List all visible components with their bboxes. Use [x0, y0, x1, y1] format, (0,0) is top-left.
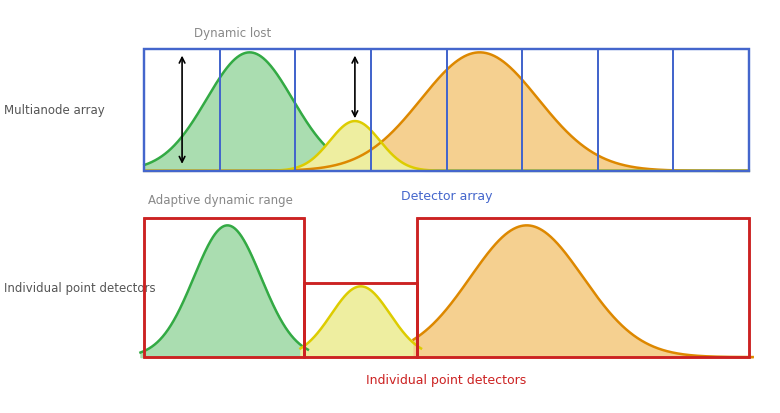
Bar — [144, 50, 749, 171]
Bar — [304, 283, 417, 357]
Text: Adaptive dynamic range: Adaptive dynamic range — [148, 194, 293, 207]
Text: Individual point detectors: Individual point detectors — [367, 373, 526, 387]
Bar — [144, 219, 304, 357]
Text: Dynamic lost: Dynamic lost — [193, 26, 271, 40]
Bar — [417, 219, 749, 357]
Bar — [304, 283, 417, 357]
Text: Individual point detectors: Individual point detectors — [4, 282, 155, 294]
Bar — [417, 219, 749, 357]
Text: Multianode array: Multianode array — [4, 104, 105, 117]
Bar — [144, 219, 304, 357]
Text: Detector array: Detector array — [401, 190, 492, 203]
Bar — [144, 50, 749, 171]
